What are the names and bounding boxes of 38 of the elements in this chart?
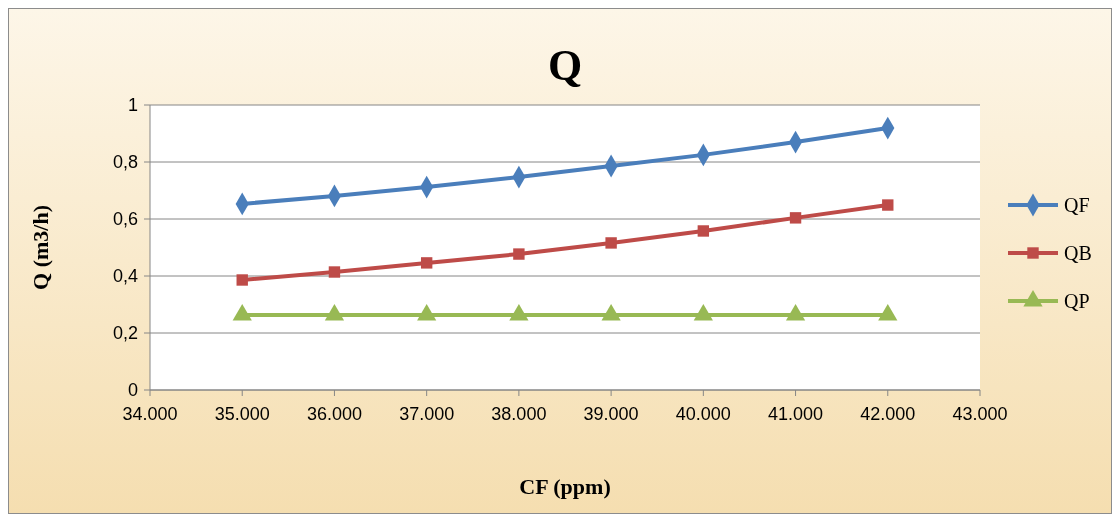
point (605, 237, 617, 249)
point (882, 199, 894, 211)
x-tick-label: 36.000 (306, 404, 362, 424)
point (785, 303, 806, 321)
x-tick-label: 35.000 (214, 404, 270, 424)
point (236, 274, 248, 286)
y-tick-label: 0,2 (112, 323, 138, 344)
point (878, 303, 898, 321)
point (420, 257, 433, 269)
point (513, 248, 525, 260)
legend-label: QB (1064, 242, 1092, 264)
y-axis-title: Q (m3/h) (28, 205, 53, 290)
point (328, 266, 341, 278)
x-tick-label: 43.000 (952, 404, 1008, 424)
legend-label: QF (1064, 194, 1090, 216)
x-tick-label: 39.000 (583, 404, 639, 424)
point (693, 303, 713, 321)
point (417, 303, 437, 321)
point (789, 212, 802, 224)
x-tick-label: 34.000 (122, 404, 178, 424)
point (697, 225, 710, 237)
point (509, 303, 529, 321)
legend-label: QP (1064, 290, 1090, 312)
y-tick-label: 0 (127, 380, 138, 401)
y-tick-label: 0,6 (112, 209, 138, 230)
y-tick-label: 0,4 (112, 266, 138, 287)
x-tick-label: 40.000 (675, 404, 731, 424)
x-tick-label: 37.000 (399, 404, 455, 424)
point (324, 303, 345, 321)
x-tick-label: 42.000 (860, 404, 916, 424)
x-axis-title: CF (ppm) (519, 474, 611, 499)
point (232, 303, 252, 321)
y-tick-label: 1 (127, 95, 138, 116)
y-tick-label: 0,8 (112, 152, 138, 173)
x-tick-label: 41.000 (768, 404, 824, 424)
chart-title: Q (547, 41, 583, 90)
x-tick-label: 38.000 (491, 404, 547, 424)
point (601, 303, 621, 321)
